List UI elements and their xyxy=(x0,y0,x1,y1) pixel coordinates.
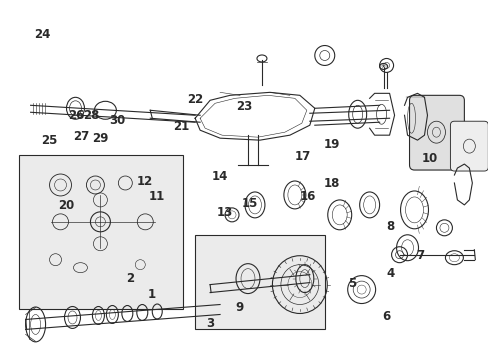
Text: 17: 17 xyxy=(294,150,310,163)
FancyBboxPatch shape xyxy=(195,235,324,329)
Text: 1: 1 xyxy=(147,288,156,301)
Text: 28: 28 xyxy=(82,109,99,122)
FancyBboxPatch shape xyxy=(408,95,464,170)
Text: 13: 13 xyxy=(216,206,233,219)
Text: 27: 27 xyxy=(73,130,89,144)
Text: 4: 4 xyxy=(386,267,394,280)
Text: 8: 8 xyxy=(386,220,394,233)
Text: 15: 15 xyxy=(241,197,257,210)
Text: 20: 20 xyxy=(58,199,75,212)
Text: 23: 23 xyxy=(236,100,252,113)
Text: 22: 22 xyxy=(187,93,203,106)
FancyBboxPatch shape xyxy=(19,155,183,310)
Text: 2: 2 xyxy=(125,272,134,285)
Text: 24: 24 xyxy=(34,28,50,41)
Text: 19: 19 xyxy=(324,138,340,150)
Text: 9: 9 xyxy=(235,301,243,314)
Text: 26: 26 xyxy=(68,109,84,122)
Text: 7: 7 xyxy=(415,249,423,262)
Text: 14: 14 xyxy=(211,170,228,183)
Text: 12: 12 xyxy=(136,175,152,188)
Text: 5: 5 xyxy=(347,278,355,291)
Text: 6: 6 xyxy=(381,310,389,323)
FancyBboxPatch shape xyxy=(449,121,488,171)
Text: 25: 25 xyxy=(41,134,58,147)
Text: 10: 10 xyxy=(421,152,437,165)
Text: 30: 30 xyxy=(109,114,125,127)
Text: 21: 21 xyxy=(173,120,189,133)
Text: 11: 11 xyxy=(148,190,164,203)
Text: 29: 29 xyxy=(92,132,109,145)
Text: 3: 3 xyxy=(206,317,214,330)
Text: 16: 16 xyxy=(299,190,315,203)
Text: 18: 18 xyxy=(324,177,340,190)
